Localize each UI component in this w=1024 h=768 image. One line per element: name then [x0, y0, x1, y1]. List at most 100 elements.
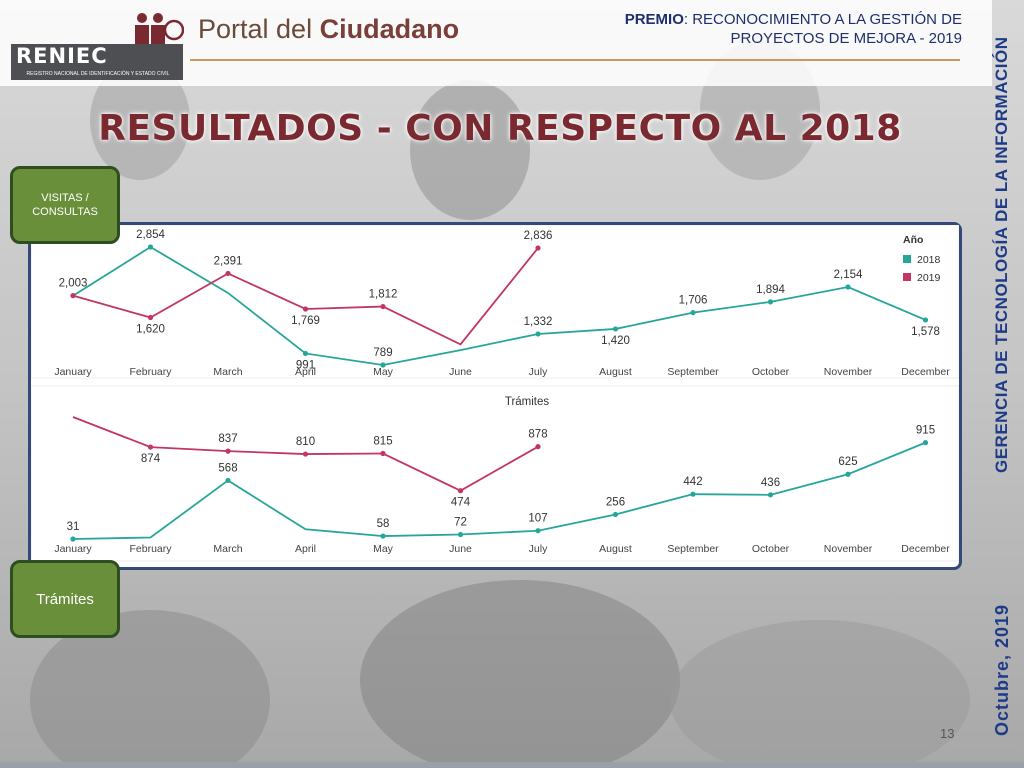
visitas-data-label: 2,003 — [59, 278, 88, 290]
tramites-series-2018-point — [612, 511, 619, 518]
tramites-series-2019-point — [225, 448, 231, 454]
tramites-tick-label: November — [824, 543, 873, 555]
tramites-series-2018-point — [845, 471, 851, 477]
tramites-label: Trámites — [36, 590, 94, 608]
page-title: RESULTADOS - CON RESPECTO AL 2018 — [98, 108, 902, 149]
visitas-series-2019-point — [380, 303, 386, 310]
tramites-data-label: 436 — [761, 477, 780, 489]
visitas-tick-label: November — [824, 366, 873, 378]
visitas-label: VISITAS / CONSULTAS — [32, 192, 98, 218]
visitas-label-box: VISITAS / CONSULTAS — [10, 166, 120, 244]
legend-label-2019: 2019 — [917, 272, 941, 284]
tramites-data-label: 568 — [218, 462, 237, 474]
tramites-chart-title: Trámites — [505, 396, 550, 408]
tramites-tick-label: January — [54, 543, 92, 555]
visitas-series-2018-point — [922, 317, 929, 323]
visitas-tick-label: June — [449, 366, 472, 378]
tramites-data-label: 810 — [296, 436, 315, 448]
tramites-data-label: 474 — [451, 497, 471, 509]
visitas-data-label: 1,769 — [291, 315, 320, 327]
visitas-tick-label: March — [213, 366, 242, 378]
visitas-data-label: 1,332 — [524, 316, 553, 328]
tramites-data-label: 874 — [141, 453, 161, 465]
tramites-tick-label: October — [752, 543, 790, 555]
gerencia-label: GERENCIA DE TECNOLOGÍA DE LA INFORMACIÓN — [992, 36, 1011, 474]
tramites-tick-label: April — [295, 543, 316, 555]
visitas-data-label: 2,854 — [136, 229, 165, 241]
tramites-data-label: 837 — [218, 433, 237, 445]
bottom-bar — [0, 762, 1024, 768]
tramites-series-2018-point — [767, 492, 774, 498]
visitas-series-2018-point — [845, 284, 851, 290]
visitas-series-2018-point — [612, 326, 619, 332]
legend-label-2018: 2018 — [917, 254, 941, 266]
tramites-data-label: 815 — [373, 436, 392, 448]
visitas-tick-label: August — [599, 366, 632, 378]
visitas-series-2018-point — [380, 362, 386, 368]
side-bar: GERENCIA DE TECNOLOGÍA DE LA INFORMACIÓN… — [992, 0, 1024, 768]
tramites-series-2018-point — [380, 533, 386, 539]
tramites-series-2019-point — [147, 444, 154, 450]
visitas-data-label: 1,578 — [911, 326, 940, 338]
portal-bold: Ciudadano — [319, 14, 460, 44]
visitas-series-2019-point — [302, 306, 309, 312]
tramites-tick-label: May — [373, 543, 394, 555]
logo-subtext: REGISTRO NACIONAL DE IDENTIFICACIÓN Y ES… — [26, 71, 170, 77]
portal-prefix: Portal del — [198, 14, 313, 44]
visitas-data-label: 2,154 — [834, 269, 863, 281]
charts-svg: January February March April May June July Augu… — [31, 225, 959, 562]
tramites-data-label: 256 — [606, 496, 625, 508]
visitas-data-label: 1,812 — [369, 289, 398, 301]
page-number: 13 — [940, 726, 955, 741]
tramites-data-label: 107 — [528, 513, 547, 525]
visitas-data-label: 1,420 — [601, 335, 630, 347]
tramites-series-2019-point — [535, 444, 541, 450]
tramites-series-2018-point — [457, 531, 464, 538]
tramites-series-2018-point — [535, 528, 541, 534]
tramites-series-2018-point — [690, 491, 696, 497]
visitas-tick-label: February — [129, 366, 172, 378]
tramites-tick-label: July — [529, 543, 548, 555]
tramites-tick-label: June — [449, 543, 472, 555]
visitas-series-2018-point — [147, 244, 154, 250]
premio-text: PREMIO: RECONOCIMIENTO A LA GESTIÓN DE P… — [542, 10, 962, 48]
visitas-tick-label: October — [752, 366, 790, 378]
reniec-logo-box — [11, 44, 183, 80]
tramites-series-2019-point — [457, 488, 464, 494]
visitas-series-2018-line — [72, 245, 926, 366]
premio-label: PREMIO — [624, 11, 684, 28]
visitas-data-label: 2,391 — [214, 255, 243, 267]
visitas-data-label: 1,706 — [679, 295, 708, 307]
visitas-series-2018-point — [302, 350, 309, 357]
tramites-data-label: 878 — [528, 429, 547, 441]
tramites-tick-label: March — [213, 543, 242, 555]
tramites-data-label: 915 — [916, 425, 935, 437]
visitas-tick-label: April — [295, 366, 316, 378]
visitas-data-label: 2,836 — [524, 230, 553, 242]
logo-text: RENIEC — [16, 44, 108, 68]
tramites-series-2018-point — [225, 477, 231, 484]
visitas-series-2019-point — [535, 245, 541, 251]
tramites-series-2019-point — [302, 451, 309, 457]
portal-title: Portal del Ciudadano — [198, 14, 459, 45]
visitas-tick-label: July — [529, 366, 548, 378]
premio-description: : RECONOCIMIENTO A LA GESTIÓN DE PROYECT… — [683, 11, 962, 47]
tramites-tick-label: September — [667, 543, 719, 555]
visitas-tick-label: January — [54, 366, 92, 378]
visitas-series-2019-point — [225, 270, 231, 277]
reniec-logo-icon — [135, 13, 184, 47]
date-label: Octubre, 2019 — [992, 603, 1012, 737]
visitas-tick-label: May — [373, 366, 394, 378]
tramites-series-2019-point — [380, 450, 386, 457]
visitas-series-2018-point — [767, 299, 774, 305]
visitas-data-label: 1,620 — [136, 324, 165, 336]
visitas-tick-label: September — [667, 366, 719, 378]
tramites-series-2018-point — [70, 536, 76, 542]
tramites-data-label: 58 — [377, 518, 390, 530]
visitas-series-2019-point — [70, 293, 76, 299]
tramites-data-label: 72 — [454, 517, 467, 529]
visitas-series-2018-point — [535, 331, 541, 337]
legend-swatch-2019 — [903, 273, 911, 281]
visitas-tick-label: December — [901, 366, 950, 378]
tramites-data-label: 625 — [838, 456, 857, 468]
